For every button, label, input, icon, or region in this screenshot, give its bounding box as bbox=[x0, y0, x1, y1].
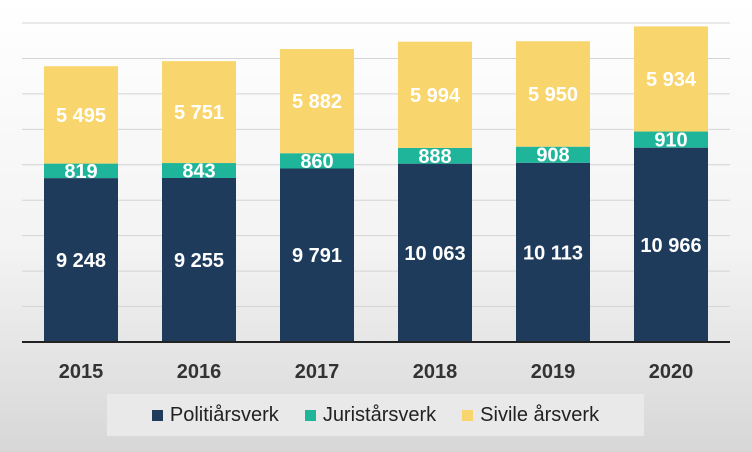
x-tick-label: 2019 bbox=[531, 361, 576, 383]
x-tick-label: 2020 bbox=[649, 361, 694, 383]
data-label: 819 bbox=[64, 161, 97, 183]
bar-segment bbox=[398, 163, 472, 342]
x-tick-label: 2018 bbox=[413, 361, 458, 383]
bar-segment bbox=[634, 131, 708, 148]
bar-segment bbox=[634, 147, 708, 342]
bar-segment bbox=[516, 162, 590, 342]
bar-segment bbox=[44, 163, 118, 179]
bar-segment bbox=[162, 177, 236, 342]
data-label: 10 063 bbox=[404, 243, 465, 265]
data-label: 908 bbox=[536, 145, 569, 167]
bar-segment bbox=[516, 41, 590, 147]
data-label: 843 bbox=[182, 161, 215, 183]
bar-segment bbox=[280, 153, 354, 169]
data-label: 9 248 bbox=[56, 250, 106, 272]
data-label: 5 950 bbox=[528, 84, 578, 106]
legend-item: Politiårsverk bbox=[151, 403, 279, 427]
data-label: 910 bbox=[654, 130, 687, 152]
data-label: 5 994 bbox=[410, 85, 461, 107]
bar-segment bbox=[516, 146, 590, 163]
legend-label: Juristårsverk bbox=[322, 403, 437, 426]
bar-segment bbox=[634, 26, 708, 132]
legend-item: Sivile årsverk bbox=[462, 404, 599, 427]
chart-legend: Politiårsverk Juristårsverk Sivile årsverk bbox=[107, 394, 644, 436]
legend-label: Politiårsverk bbox=[169, 403, 279, 426]
bar-segment bbox=[398, 41, 472, 148]
data-label: 888 bbox=[418, 146, 451, 168]
bar-segment bbox=[44, 178, 118, 342]
data-label: 860 bbox=[300, 151, 333, 173]
x-tick-label: 2017 bbox=[295, 361, 340, 383]
bar-segment bbox=[280, 168, 354, 342]
data-label: 9 255 bbox=[174, 250, 224, 272]
legend-item: Juristårsverk bbox=[304, 403, 437, 427]
data-label: 5 882 bbox=[292, 91, 342, 113]
bar-segment bbox=[162, 163, 236, 178]
legend-label: Sivile årsverk bbox=[480, 403, 600, 426]
bar-segment bbox=[44, 66, 118, 164]
data-label: 5 495 bbox=[56, 105, 106, 127]
legend-swatch bbox=[462, 409, 474, 421]
bar-segment bbox=[280, 48, 354, 154]
data-label: 10 966 bbox=[640, 235, 701, 257]
x-tick-label: 2016 bbox=[177, 361, 222, 383]
bar-segment bbox=[162, 61, 236, 164]
legend-swatch bbox=[151, 409, 163, 421]
data-label: 5 751 bbox=[174, 102, 224, 124]
bar-segment bbox=[398, 147, 472, 164]
data-label: 9 791 bbox=[292, 245, 342, 267]
data-label: 5 934 bbox=[646, 69, 697, 91]
data-label: 10 113 bbox=[523, 242, 583, 264]
legend-swatch bbox=[304, 409, 316, 421]
x-tick-label: 2015 bbox=[59, 361, 104, 383]
